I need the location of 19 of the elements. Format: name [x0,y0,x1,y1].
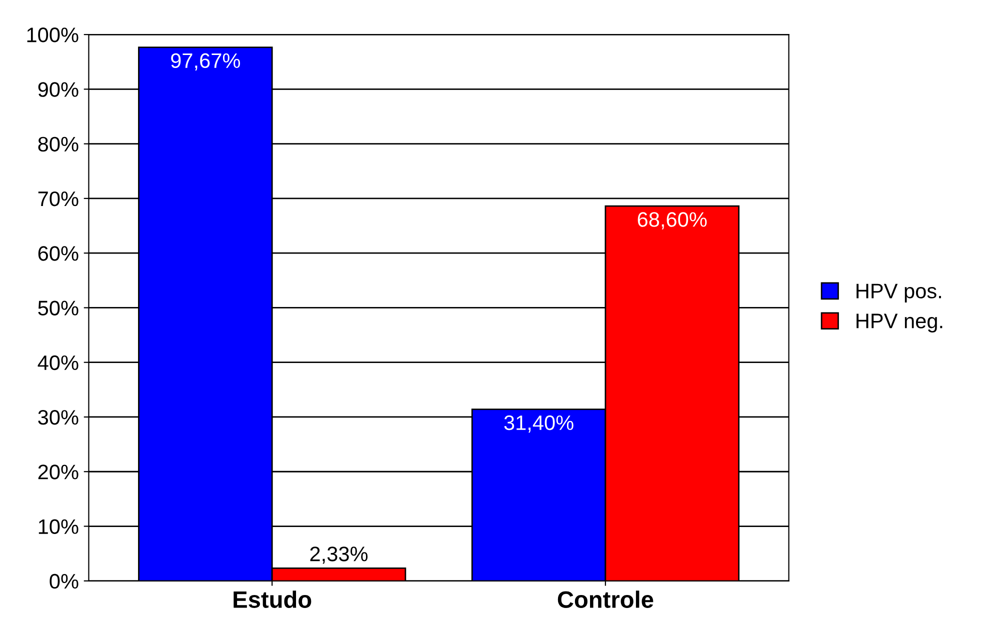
legend-label: HPV pos. [856,284,941,303]
y-tick-label: 100% [27,28,78,42]
legend-label: HPV neg. [856,314,942,332]
data-label: 31,40% [504,415,574,433]
y-tick-label: 60% [38,246,78,261]
data-label: 97,67% [171,53,240,70]
y-tick-label: 40% [38,355,78,370]
y-tick-label: 90% [38,82,78,97]
x-tick-label: Controle [558,590,654,608]
y-tick-label: 10% [38,519,78,534]
y-tick-label: 80% [38,136,78,152]
y-tick-label: 50% [38,300,78,316]
x-tick-label: Estudo [234,590,312,608]
data-label: 68,60% [638,212,707,230]
y-tick-label: 30% [38,410,78,425]
data-label: 2,33% [310,546,368,564]
y-tick-label: 0% [50,574,78,589]
y-tick-label: 20% [38,464,78,480]
y-tick-label: 70% [38,191,78,206]
